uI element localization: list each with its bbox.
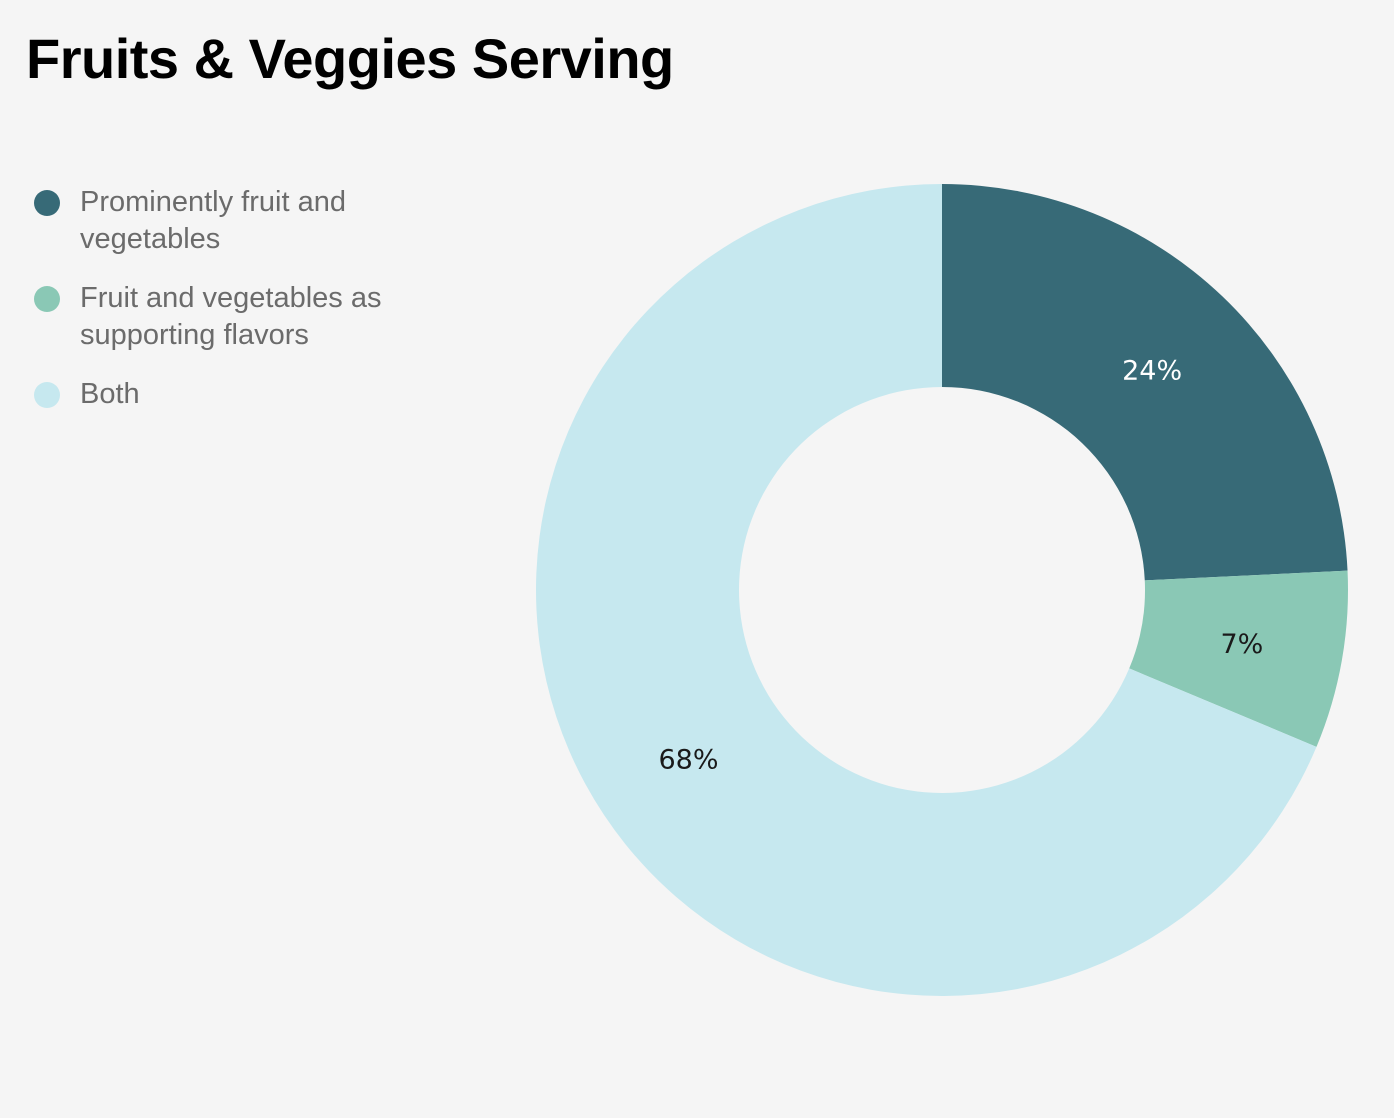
legend-label-prominent: Prominently fruit and vegetables [80,186,346,255]
slice-label-prominent: 24% [1122,356,1182,387]
chart-title: Fruits & Veggies Serving [26,27,674,90]
slice-label-both: 68% [658,745,718,776]
slice-label-supporting: 7% [1220,629,1263,660]
legend-label-supporting: Fruit and vegetables as supporting flavo… [80,282,382,351]
legend-swatch-both [34,382,60,408]
legend-item-supporting[interactable]: Fruit and vegetables as supporting flavo… [34,280,424,354]
legend-label-both: Both [80,378,140,410]
legend-item-prominent[interactable]: Prominently fruit and vegetables [34,184,424,258]
legend-item-both[interactable]: Both [34,376,424,413]
donut-slice-prominent[interactable] [942,184,1348,581]
donut-slice-supporting[interactable] [1129,570,1348,747]
legend: Prominently fruit and vegetables Fruit a… [34,184,424,435]
legend-swatch-supporting [34,286,60,312]
donut-slice-both[interactable] [536,184,1317,996]
legend-swatch-prominent [34,190,60,216]
